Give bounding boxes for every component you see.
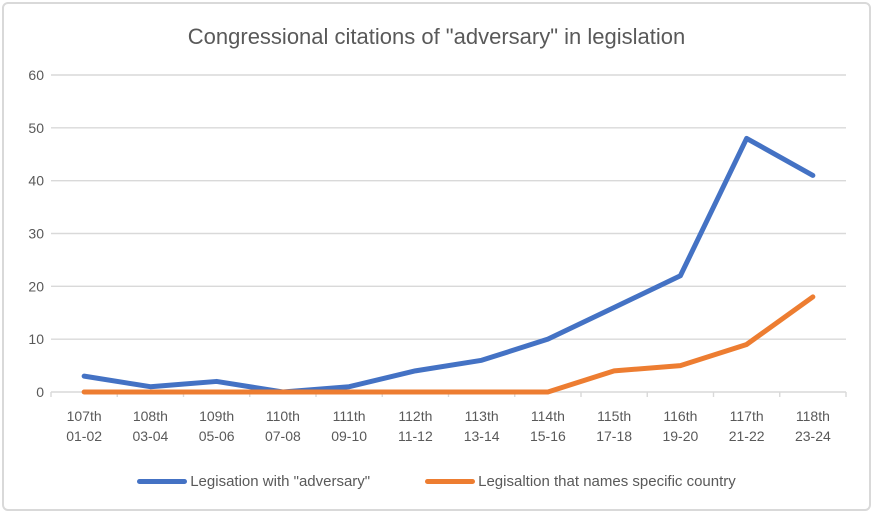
x-axis-years-label: 07-08 <box>265 428 301 444</box>
y-axis-tick-label: 10 <box>28 331 44 347</box>
x-axis-years-label: 21-22 <box>729 428 765 444</box>
y-axis-tick-label: 40 <box>28 173 44 189</box>
y-axis-tick-label: 50 <box>28 120 44 136</box>
x-axis-congress-label: 112th <box>398 408 432 424</box>
legend-label-adversary: Legisation with "adversary" <box>190 472 371 490</box>
legend-label-specific-country: Legisaltion that names specific country <box>478 472 736 490</box>
y-axis-tick-label: 30 <box>28 226 44 242</box>
legend-swatch-adversary-icon <box>137 478 188 484</box>
x-axis-years-label: 13-14 <box>464 428 500 444</box>
y-axis-tick-label: 20 <box>28 278 44 294</box>
x-axis-years-label: 19-20 <box>662 428 698 444</box>
series-line-adversary <box>81 135 816 395</box>
x-axis-congress-label: 113th <box>465 408 499 424</box>
x-axis-congress-label: 110th <box>266 408 300 424</box>
x-axis-years-label: 23-24 <box>795 428 831 444</box>
x-axis-congress-label: 115th <box>597 408 631 424</box>
chart-title: Congressional citations of "adversary" i… <box>187 24 686 49</box>
y-axis-tick-label: 0 <box>36 384 44 400</box>
x-axis-congress-label: 117th <box>730 408 764 424</box>
x-axis-years-label: 01-02 <box>66 428 102 444</box>
legend-item-adversary: Legisation with "adversary" <box>137 473 370 490</box>
series-line-specific-country <box>81 294 816 395</box>
plot-area: 0 10 20 30 40 50 60 107th 01-02 108th 03-04 109th 05… <box>28 67 847 444</box>
y-axis-tick-label: 60 <box>28 67 44 83</box>
x-axis-years-label: 09-10 <box>331 428 367 444</box>
x-axis-congress-label: 108th <box>133 408 168 424</box>
x-axis-congress-label: 109th <box>199 408 234 424</box>
x-axis-congress-label: 107th <box>67 408 102 424</box>
legend: Legisation with "adversary" Legisaltion … <box>0 468 873 494</box>
x-axis-congress-label: 116th <box>663 408 697 424</box>
x-axis-years-label: 11-12 <box>398 428 433 444</box>
x-axis-congress-label: 114th <box>531 408 565 424</box>
x-axis-congress-label: 111th <box>333 408 366 424</box>
x-axis-years-label: 05-06 <box>199 428 235 444</box>
legend-swatch-specific-country-icon <box>425 478 476 484</box>
x-axis-years-label: 03-04 <box>132 428 168 444</box>
x-axis-years-label: 15-16 <box>530 428 566 444</box>
legend-item-specific-country: Legisaltion that names specific country <box>425 473 736 490</box>
x-axis-years-label: 17-18 <box>596 428 632 444</box>
x-axis-congress-label: 118th <box>796 408 830 424</box>
